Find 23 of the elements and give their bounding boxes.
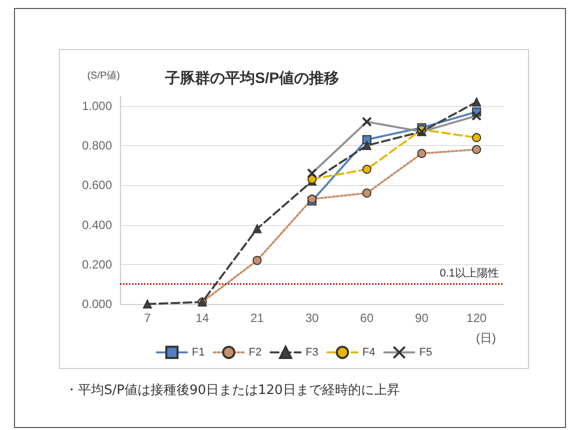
x-tick-label: 90 [415,311,429,325]
x-tick-label: 21 [250,311,264,325]
y-axis-title: (S/P値) [87,70,120,82]
y-tick-label: 0.200 [82,257,112,272]
legend-label: F3 [306,346,318,358]
y-tick-label: 1.000 [82,98,112,113]
text: ・平均S/P値は接種後90日または120日まで経時的に上昇 [65,382,400,399]
ref-line-label: 0.1以上陽性 [440,266,499,280]
x-tick-label: 60 [360,311,374,325]
legend-label: F1 [192,346,205,358]
x-axis-title: (日) [476,331,496,345]
legend-label: F5 [419,346,432,358]
x-tick-label: 7 [144,311,152,325]
y-tick-label: 0.800 [82,138,112,153]
x-tick-label: 30 [305,311,319,325]
legend-label: F2 [248,346,262,358]
y-tick-label: 0.000 [82,297,112,311]
y-tick-label: 0.600 [82,178,112,192]
x-tick-label: 120 [466,311,487,325]
y-tick-label: 0.400 [82,218,112,232]
x-tick-label: 14 [196,311,210,325]
chart-title: 子豚群の平均S/P値の推移 [164,70,340,87]
legend-label: F4 [362,346,376,358]
